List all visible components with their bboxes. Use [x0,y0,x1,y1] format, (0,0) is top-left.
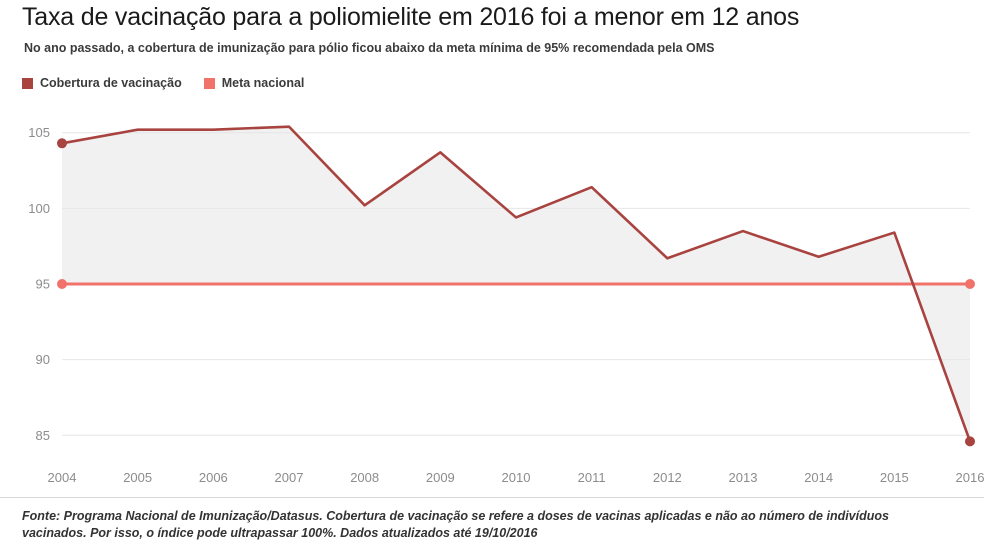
x-axis-tick-label: 2007 [275,470,304,485]
y-axis-tick-label: 100 [28,201,50,216]
y-axis-tick-label: 95 [36,277,50,292]
x-axis-tick-label: 2010 [502,470,531,485]
x-axis-tick-label: 2008 [350,470,379,485]
x-axis-tick-label: 2004 [48,470,77,485]
chart-canvas: 85 90 95 100 105 2004 2005 2006 2007 2008 2009 2010… [28,125,984,485]
legend-label-meta: Meta nacional [221,76,305,90]
y-axis-tick-label: 105 [28,125,50,140]
x-axis-tick-label: 2012 [653,470,682,485]
data-point-marker[interactable] [965,436,975,447]
legend-item-meta[interactable]: Meta nacional [203,76,305,90]
y-axis-tick-label: 90 [36,352,50,367]
chart-footnote: Fonte: Programa Nacional de Imunização/D… [22,508,952,542]
x-axis-tick-label: 2016 [956,470,984,485]
x-axis-tick-label: 2009 [426,470,455,485]
series-line-cobertura-de-vacinacao [60,125,972,443]
line-chart: 85 90 95 100 105 2004 2005 2006 2007 2008 2009 2010… [0,100,984,490]
x-axis-tick-label: 2011 [578,470,606,485]
x-axis-tick-label: 2013 [729,470,758,485]
x-axis-tick-label: 2014 [804,470,833,485]
page-subtitle: No ano passado, a cobertura de imunizaçã… [24,41,715,55]
x-axis-tick-label: 2006 [199,470,228,485]
footnote-line-1: Fonte: Programa Nacional de Imunização/D… [22,509,823,523]
legend-swatch-meta [203,77,215,89]
x-axis-tick-label: 2005 [123,470,152,485]
footer-divider [0,497,984,498]
y-axis-tick-label: 85 [36,428,50,443]
footnote-line-2: indivíduos vacinados. Por isso, o índice… [22,509,889,540]
data-point-marker[interactable] [57,279,67,289]
chart-legend: Cobertura de vacinação Meta nacional [22,76,304,90]
legend-item-cobertura[interactable]: Cobertura de vacinação [22,76,182,90]
page-title: Taxa de vacinação para a poliomielite em… [22,3,800,31]
data-point-marker[interactable] [57,138,67,149]
legend-swatch-cobertura [22,77,33,89]
x-axis-tick-label: 2015 [880,470,909,485]
data-point-marker[interactable] [965,279,975,289]
legend-label-cobertura: Cobertura de vacinação [40,76,182,90]
